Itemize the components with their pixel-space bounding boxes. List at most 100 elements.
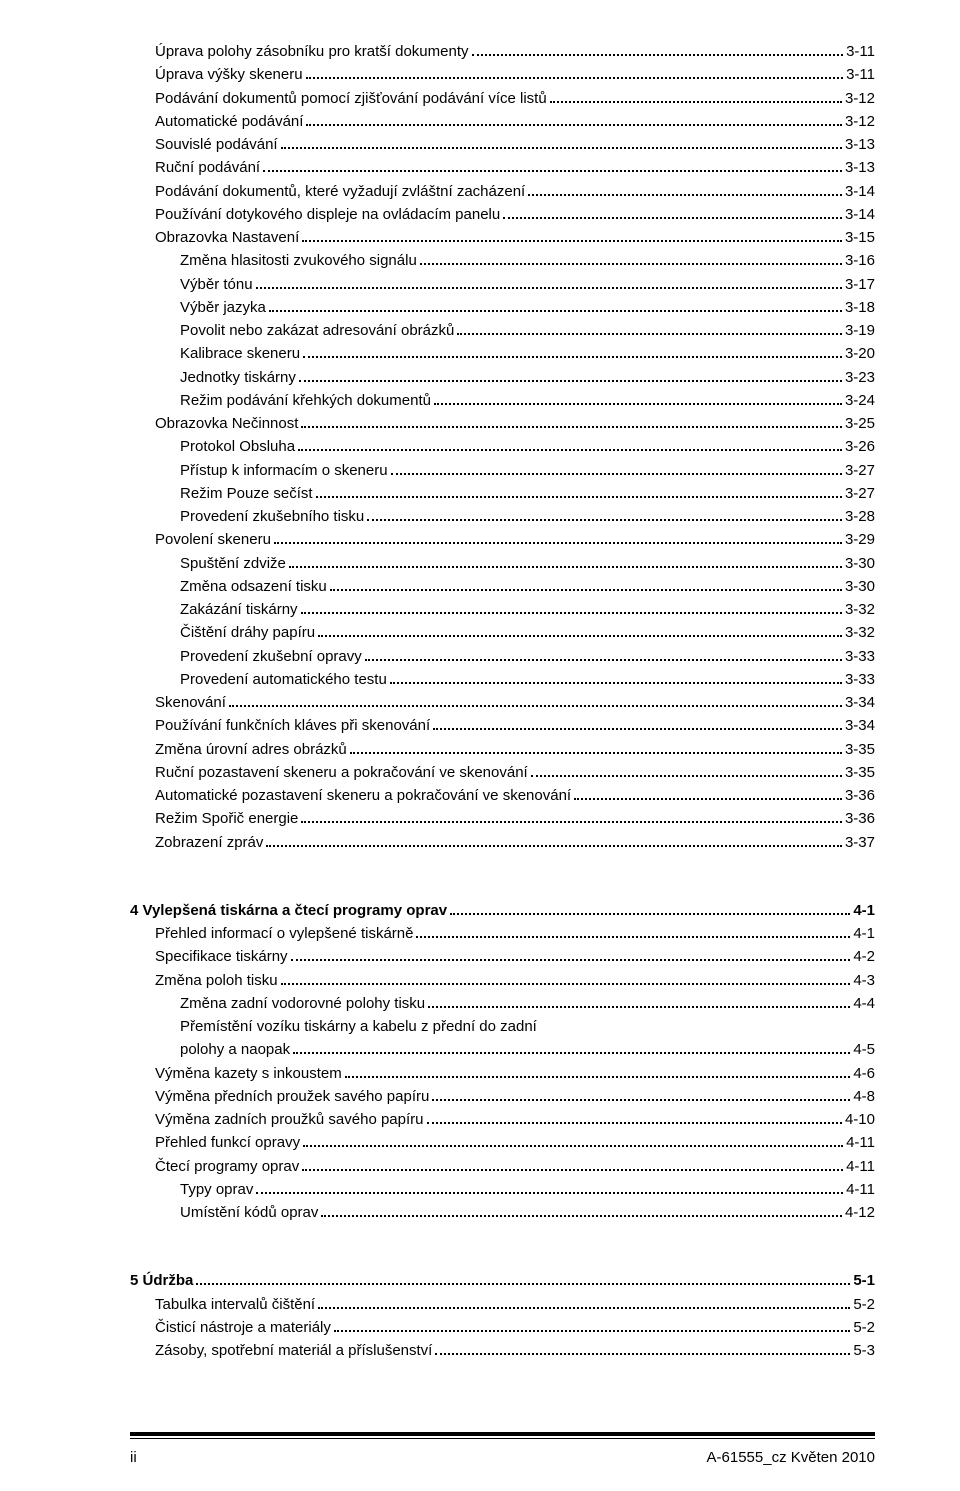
toc-label: Specifikace tiskárny: [155, 945, 288, 968]
toc-page-ref: 4-11: [846, 1131, 875, 1154]
toc-leader-dots: [289, 557, 842, 568]
toc-label: Změna zadní vodorovné polohy tisku: [180, 992, 425, 1015]
toc-leader-dots: [434, 394, 842, 405]
toc-leader-dots: [301, 417, 842, 428]
toc-entry: Čisticí nástroje a materiály5-2: [130, 1316, 875, 1339]
toc-page-ref: 5-3: [853, 1339, 875, 1362]
toc-block: 4 Vylepšená tiskárna a čtecí programy op…: [130, 899, 875, 1225]
toc-leader-dots: [435, 1344, 850, 1355]
toc-leader-dots: [229, 696, 842, 707]
toc-entry: Podávání dokumentů, které vyžadují zvláš…: [130, 180, 875, 203]
toc-leader-dots: [433, 719, 842, 730]
footer-page-number: ii: [130, 1449, 137, 1466]
toc-page-ref: 4-1: [853, 899, 875, 922]
toc-page-ref: 3-30: [845, 552, 875, 575]
toc-entry: Skenování 3-34: [130, 691, 875, 714]
toc-entry: Zakázání tiskárny3-32: [130, 598, 875, 621]
footer-rule-thin: [130, 1438, 875, 1439]
toc-entry: Jednotky tiskárny3-23: [130, 366, 875, 389]
toc-entry: Automatické podávání3-12: [130, 110, 875, 133]
toc-label: Povolit nebo zakázat adresování obrázků: [180, 319, 454, 342]
toc-page-ref: 3-17: [845, 273, 875, 296]
toc-label: Změna odsazení tisku: [180, 575, 327, 598]
toc-leader-dots: [450, 904, 850, 915]
toc-entry: 5 Údržba5-1: [130, 1269, 875, 1292]
toc-entry: Čištění dráhy papíru3-32: [130, 621, 875, 644]
toc-leader-dots: [256, 278, 842, 289]
toc-entry: Výběr tónu3-17: [130, 273, 875, 296]
toc-entry: Povolení skeneru3-29: [130, 528, 875, 551]
toc-leader-dots: [274, 533, 842, 544]
toc-leader-dots: [528, 185, 842, 196]
toc-leader-dots: [306, 115, 842, 126]
toc-label: Přístup k informacím o skeneru: [180, 459, 388, 482]
toc-leader-dots: [427, 1113, 842, 1124]
toc-label: Kalibrace skeneru: [180, 342, 300, 365]
toc-page-ref: 4-5: [853, 1038, 875, 1061]
toc-entry: polohy a naopak4-5: [130, 1038, 875, 1061]
toc-leader-dots: [365, 650, 842, 661]
toc-label: Povolení skeneru: [155, 528, 271, 551]
toc-page-ref: 3-26: [845, 435, 875, 458]
toc-page-ref: 3-11: [846, 63, 875, 86]
toc-entry: Provedení zkušební opravy3-33: [130, 645, 875, 668]
toc-page-ref: 3-34: [845, 691, 875, 714]
toc-label: Změna poloh tisku: [155, 969, 278, 992]
toc-label: Podávání dokumentů, které vyžadují zvláš…: [155, 180, 525, 203]
toc-page-ref: 3-20: [845, 342, 875, 365]
toc-entry: Přístup k informacím o skeneru3-27: [130, 459, 875, 482]
toc-page-ref: 4-6: [853, 1062, 875, 1085]
toc-entry: Typy oprav4-11: [130, 1178, 875, 1201]
toc-entry: Automatické pozastavení skeneru a pokrač…: [130, 784, 875, 807]
toc-entry: Režim Pouze sečíst3-27: [130, 482, 875, 505]
toc-leader-dots: [457, 324, 842, 335]
toc-label: Obrazovka Nečinnost: [155, 412, 298, 435]
toc-label: Změna úrovní adres obrázků: [155, 738, 347, 761]
toc-label: Provedení automatického testu: [180, 668, 387, 691]
toc-label: Výměna kazety s inkoustem: [155, 1062, 342, 1085]
toc-label: Tabulka intervalů čištění: [155, 1293, 315, 1316]
toc-entry: Režim Spořič energie3-36: [130, 807, 875, 830]
toc-page-ref: 4-1: [853, 922, 875, 945]
toc-page-ref: 3-37: [845, 831, 875, 854]
toc-leader-dots: [302, 231, 842, 242]
toc-label: Výběr jazyka: [180, 296, 266, 319]
toc-label: Skenování: [155, 691, 226, 714]
toc-entry: Výměna kazety s inkoustem 4-6: [130, 1062, 875, 1085]
toc-block: 5 Údržba5-1Tabulka intervalů čištění 5-2Č…: [130, 1269, 875, 1362]
toc-page-ref: 3-14: [845, 180, 875, 203]
page-footer: ii A-61555_cz Květen 2010: [0, 1432, 960, 1491]
toc-label: Ruční podávání: [155, 156, 260, 179]
toc-entry: Režim podávání křehkých dokumentů3-24: [130, 389, 875, 412]
toc-page-ref: 5-2: [853, 1293, 875, 1316]
toc-entry: Podávání dokumentů pomocí zjišťování pod…: [130, 87, 875, 110]
toc-label: Provedení zkušební opravy: [180, 645, 362, 668]
footer-rule-thick: [130, 1432, 875, 1436]
toc-leader-dots: [345, 1067, 851, 1078]
toc-page-ref: 5-1: [853, 1269, 875, 1292]
toc-label: Automatické pozastavení skeneru a pokrač…: [155, 784, 571, 807]
toc-entry: Úprava polohy zásobníku pro kratší dokum…: [130, 40, 875, 63]
toc-page-ref: 3-35: [845, 738, 875, 761]
toc-entry: Výměna předních proužek savého papíru4-8: [130, 1085, 875, 1108]
toc-label: Přehled funkcí opravy: [155, 1131, 300, 1154]
toc-leader-dots: [302, 1160, 843, 1171]
toc-label: Přemístění vozíku tiskárny a kabelu z př…: [180, 1015, 537, 1038]
toc-entry: Protokol Obsluha3-26: [130, 435, 875, 458]
toc-entry: Kalibrace skeneru 3-20: [130, 342, 875, 365]
toc-page-ref: 3-18: [845, 296, 875, 319]
toc-page-ref: 4-2: [853, 945, 875, 968]
toc-entry: Povolit nebo zakázat adresování obrázků3…: [130, 319, 875, 342]
toc-page-ref: 4-12: [845, 1201, 875, 1224]
toc-entry: Spuštění zdviže 3-30: [130, 552, 875, 575]
toc-label: Spuštění zdviže: [180, 552, 286, 575]
toc-label: Ruční pozastavení skeneru a pokračování …: [155, 761, 528, 784]
toc-leader-dots: [391, 464, 842, 475]
toc-page-ref: 3-32: [845, 621, 875, 644]
toc-page-ref: 3-12: [845, 110, 875, 133]
toc-leader-dots: [550, 92, 842, 103]
toc-page-ref: 4-11: [846, 1178, 875, 1201]
toc-page-ref: 3-13: [845, 133, 875, 156]
toc-page-ref: 3-16: [845, 249, 875, 272]
toc-leader-dots: [574, 789, 842, 800]
